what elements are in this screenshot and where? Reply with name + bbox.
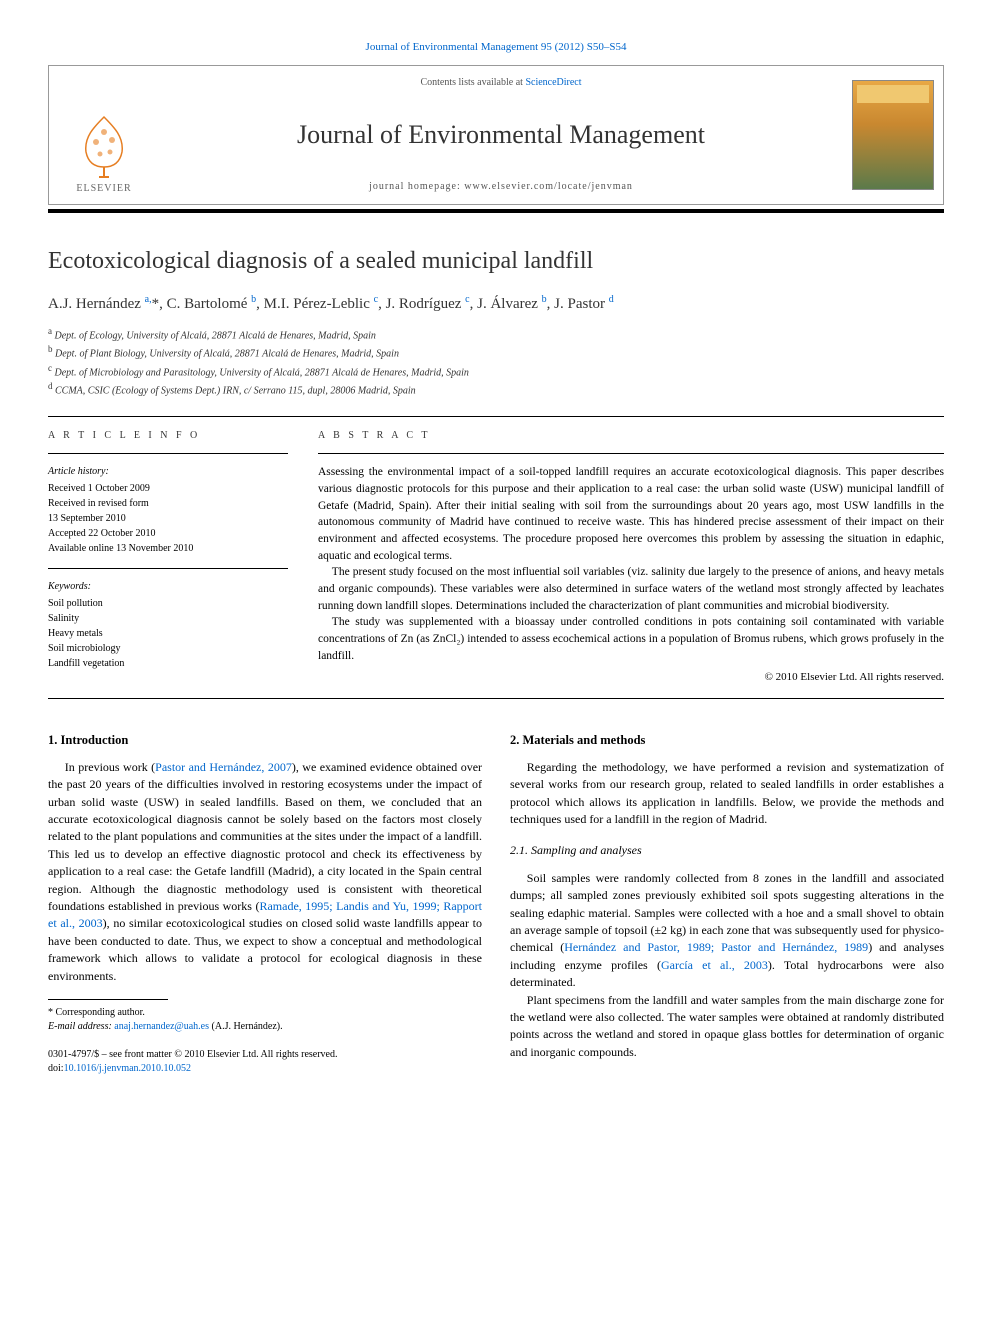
keyword-2: Heavy metals <box>48 626 288 641</box>
publisher-logo-block: ELSEVIER <box>49 66 159 204</box>
corresponding-label: * Corresponding author. <box>48 1006 482 1020</box>
publisher-name: ELSEVIER <box>76 182 131 196</box>
affiliation-d: d CCMA, CSIC (Ecology of Systems Dept.) … <box>48 380 944 398</box>
email-line: E-mail address: anaj.hernandez@uah.es (A… <box>48 1020 482 1034</box>
journal-cover-icon <box>852 80 934 190</box>
email-label: E-mail address: <box>48 1021 114 1032</box>
header-center: Contents lists available at ScienceDirec… <box>159 66 843 204</box>
homepage-url[interactable]: www.elsevier.com/locate/jenvman <box>464 181 633 192</box>
article-title: Ecotoxicological diagnosis of a sealed m… <box>48 245 944 279</box>
doi-line: doi:10.1016/j.jenvman.2010.10.052 <box>48 1062 482 1076</box>
article-info-heading: A R T I C L E I N F O <box>48 429 288 454</box>
journal-reference: Journal of Environmental Management 95 (… <box>48 40 944 55</box>
article-history-block: Article history: Received 1 October 2009… <box>48 464 288 556</box>
section-2-1-p1: Soil samples were randomly collected fro… <box>510 870 944 992</box>
footer-meta: 0301-4797/$ – see front matter © 2010 El… <box>48 1048 482 1076</box>
article-info-col: A R T I C L E I N F O Article history: R… <box>48 417 288 697</box>
info-abstract-row: A R T I C L E I N F O Article history: R… <box>48 416 944 698</box>
page-root: Journal of Environmental Management 95 (… <box>0 0 992 1116</box>
doi-link[interactable]: 10.1016/j.jenvman.2010.10.052 <box>64 1063 192 1074</box>
body-columns: 1. Introduction In previous work (Pastor… <box>48 727 944 1076</box>
abstract-text: Assessing the environmental impact of a … <box>318 464 944 664</box>
keywords-block: Keywords: Soil pollution Salinity Heavy … <box>48 579 288 671</box>
section-2-1-title: 2.1. Sampling and analyses <box>510 842 944 859</box>
abstract-p3: The study was supplemented with a bioass… <box>318 614 944 664</box>
abstract-p1: Assessing the environmental impact of a … <box>318 464 944 564</box>
keyword-4: Landfill vegetation <box>48 656 288 671</box>
affiliation-b: b Dept. of Plant Biology, University of … <box>48 343 944 361</box>
section-2-1-p2: Plant specimens from the landfill and wa… <box>510 992 944 1062</box>
history-revised-1: Received in revised form <box>48 496 288 511</box>
history-received: Received 1 October 2009 <box>48 481 288 496</box>
abstract-copyright: © 2010 Elsevier Ltd. All rights reserved… <box>318 670 944 685</box>
footnote-rule <box>48 999 168 1000</box>
section-2-title: 2. Materials and methods <box>510 731 944 749</box>
keyword-1: Salinity <box>48 611 288 626</box>
body-col-left: 1. Introduction In previous work (Pastor… <box>48 727 482 1076</box>
keyword-3: Soil microbiology <box>48 641 288 656</box>
info-divider <box>48 568 288 569</box>
abstract-heading: A B S T R A C T <box>318 429 944 454</box>
body-col-right: 2. Materials and methods Regarding the m… <box>510 727 944 1076</box>
abstract-p2: The present study focused on the most in… <box>318 564 944 614</box>
email-link[interactable]: anaj.hernandez@uah.es <box>114 1021 209 1032</box>
abstract-col: A B S T R A C T Assessing the environmen… <box>318 417 944 697</box>
contents-list-line: Contents lists available at ScienceDirec… <box>420 76 581 90</box>
history-accepted: Accepted 22 October 2010 <box>48 526 288 541</box>
history-online: Available online 13 November 2010 <box>48 541 288 556</box>
homepage-prefix: journal homepage: <box>369 181 464 192</box>
header-rule <box>48 209 944 213</box>
front-matter-line: 0301-4797/$ – see front matter © 2010 El… <box>48 1048 482 1062</box>
keyword-0: Soil pollution <box>48 596 288 611</box>
journal-title: Journal of Environmental Management <box>297 117 705 153</box>
journal-homepage: journal homepage: www.elsevier.com/locat… <box>369 180 633 194</box>
affiliations-block: a Dept. of Ecology, University of Alcalá… <box>48 325 944 398</box>
author-list: A.J. Hernández a,*, C. Bartolomé b, M.I.… <box>48 293 944 315</box>
affiliation-c: c Dept. of Microbiology and Parasitology… <box>48 362 944 380</box>
corresponding-author-footnote: * Corresponding author. E-mail address: … <box>48 1006 482 1034</box>
section-1-title: 1. Introduction <box>48 731 482 749</box>
cover-thumbnail-block <box>843 66 943 204</box>
history-label: Article history: <box>48 464 288 479</box>
section-2-p1: Regarding the methodology, we have perfo… <box>510 759 944 829</box>
contents-prefix: Contents lists available at <box>420 77 525 88</box>
section-1-p1: In previous work (Pastor and Hernández, … <box>48 759 482 985</box>
elsevier-tree-icon <box>74 112 134 182</box>
sciencedirect-link[interactable]: ScienceDirect <box>525 77 581 88</box>
history-revised-2: 13 September 2010 <box>48 511 288 526</box>
email-suffix: (A.J. Hernández). <box>209 1021 283 1032</box>
affiliation-a: a Dept. of Ecology, University of Alcalá… <box>48 325 944 343</box>
journal-header: ELSEVIER Contents lists available at Sci… <box>48 65 944 205</box>
keywords-label: Keywords: <box>48 579 288 594</box>
